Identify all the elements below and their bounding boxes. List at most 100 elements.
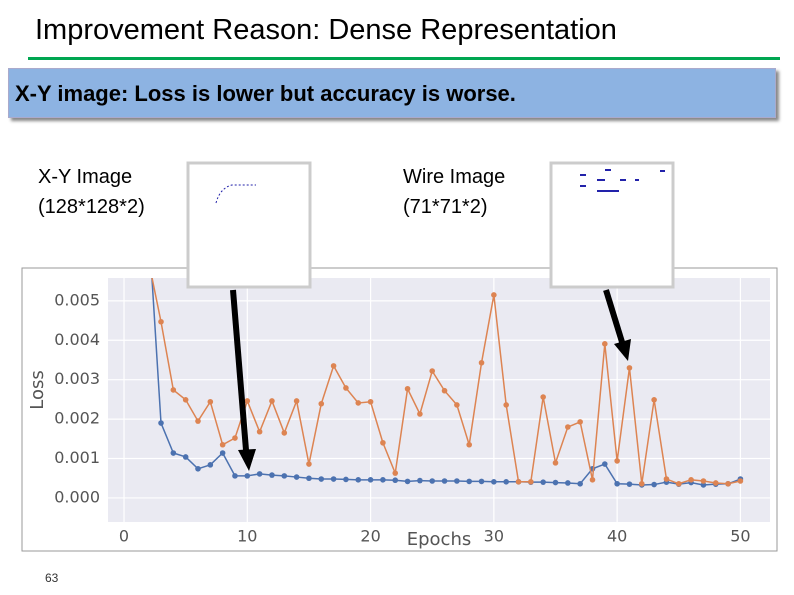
point — [675, 480, 682, 487]
label-line: X-Y Image — [38, 166, 133, 188]
point — [330, 476, 337, 482]
point — [232, 473, 238, 479]
point — [491, 292, 497, 298]
point — [256, 428, 263, 435]
point — [651, 397, 657, 403]
point — [207, 462, 214, 468]
point — [478, 359, 485, 366]
x-tick-label: 40 — [607, 527, 627, 546]
point — [219, 441, 226, 448]
point — [651, 481, 657, 488]
point — [355, 400, 362, 406]
point — [343, 385, 349, 391]
point — [330, 363, 337, 369]
point — [256, 471, 263, 477]
point — [429, 478, 436, 484]
point — [725, 480, 731, 487]
point — [355, 477, 362, 483]
point — [602, 341, 608, 347]
point — [626, 481, 633, 487]
label-line: (71*71*2) — [403, 196, 488, 218]
point — [158, 318, 164, 325]
point — [552, 460, 559, 466]
point — [454, 478, 460, 484]
point — [367, 398, 374, 405]
label-line: Wire Image — [403, 166, 506, 188]
banner: X-Y image: Loss is lower but accuracy is… — [8, 68, 776, 118]
point — [429, 368, 436, 374]
point — [478, 478, 485, 485]
point — [293, 398, 300, 404]
x-tick-label: 30 — [484, 527, 504, 546]
point — [244, 398, 251, 404]
point — [392, 470, 399, 476]
point — [367, 477, 374, 483]
right-label: Wire Image (71*71*2) — [403, 162, 505, 222]
point — [318, 476, 325, 482]
point — [170, 387, 177, 393]
slide-title: Improvement Reason: Dense Representation — [35, 14, 617, 46]
point — [207, 398, 214, 405]
y-tick-label: 0.002 — [54, 409, 100, 428]
point — [626, 365, 633, 371]
point — [700, 482, 707, 488]
x-tick-label: 20 — [360, 527, 380, 546]
point — [170, 450, 177, 456]
point — [417, 477, 423, 484]
point — [491, 478, 497, 485]
point — [577, 480, 583, 487]
point — [737, 478, 744, 484]
point — [318, 400, 325, 407]
point — [614, 458, 620, 464]
y-tick-label: 0.005 — [54, 290, 100, 309]
point — [306, 461, 312, 467]
point — [293, 474, 300, 480]
point — [503, 478, 509, 485]
point — [565, 480, 571, 486]
plot-data — [146, 223, 744, 488]
point — [244, 473, 251, 479]
point — [528, 478, 534, 485]
point — [146, 223, 152, 229]
point — [602, 461, 608, 467]
point — [158, 420, 164, 426]
point — [700, 478, 707, 484]
point — [540, 479, 546, 485]
point — [454, 402, 460, 408]
y-tick-label: 0.001 — [54, 448, 100, 467]
y-axis-label: Loss — [27, 370, 48, 409]
point — [663, 476, 670, 482]
point — [466, 441, 473, 448]
point — [441, 478, 448, 484]
title-rule — [28, 57, 780, 60]
y-tick-label: 0.000 — [54, 487, 100, 506]
x-tick-label: 0 — [119, 527, 129, 546]
point — [589, 477, 596, 483]
point — [540, 394, 546, 400]
point — [552, 479, 559, 486]
point — [577, 419, 583, 425]
point — [281, 473, 288, 479]
point — [269, 472, 275, 478]
point — [306, 475, 312, 482]
plot-area — [108, 278, 770, 522]
point — [232, 435, 238, 441]
y-tick-label: 0.003 — [54, 369, 100, 388]
point — [417, 411, 423, 417]
point — [441, 387, 448, 394]
page-number: 63 — [45, 571, 59, 585]
label-line: (128*128*2) — [38, 196, 145, 218]
banner-text: X-Y image: Loss is lower but accuracy is… — [15, 81, 516, 106]
point — [182, 397, 189, 403]
x-tick-label: 10 — [237, 527, 257, 546]
point — [269, 398, 275, 404]
point — [688, 477, 694, 483]
point — [343, 476, 349, 483]
point — [195, 418, 201, 424]
point — [503, 402, 509, 408]
point — [466, 478, 473, 485]
x-tick-label: 50 — [730, 527, 750, 546]
point — [146, 259, 152, 265]
point — [182, 454, 189, 460]
wire-thumbnail — [549, 161, 675, 289]
